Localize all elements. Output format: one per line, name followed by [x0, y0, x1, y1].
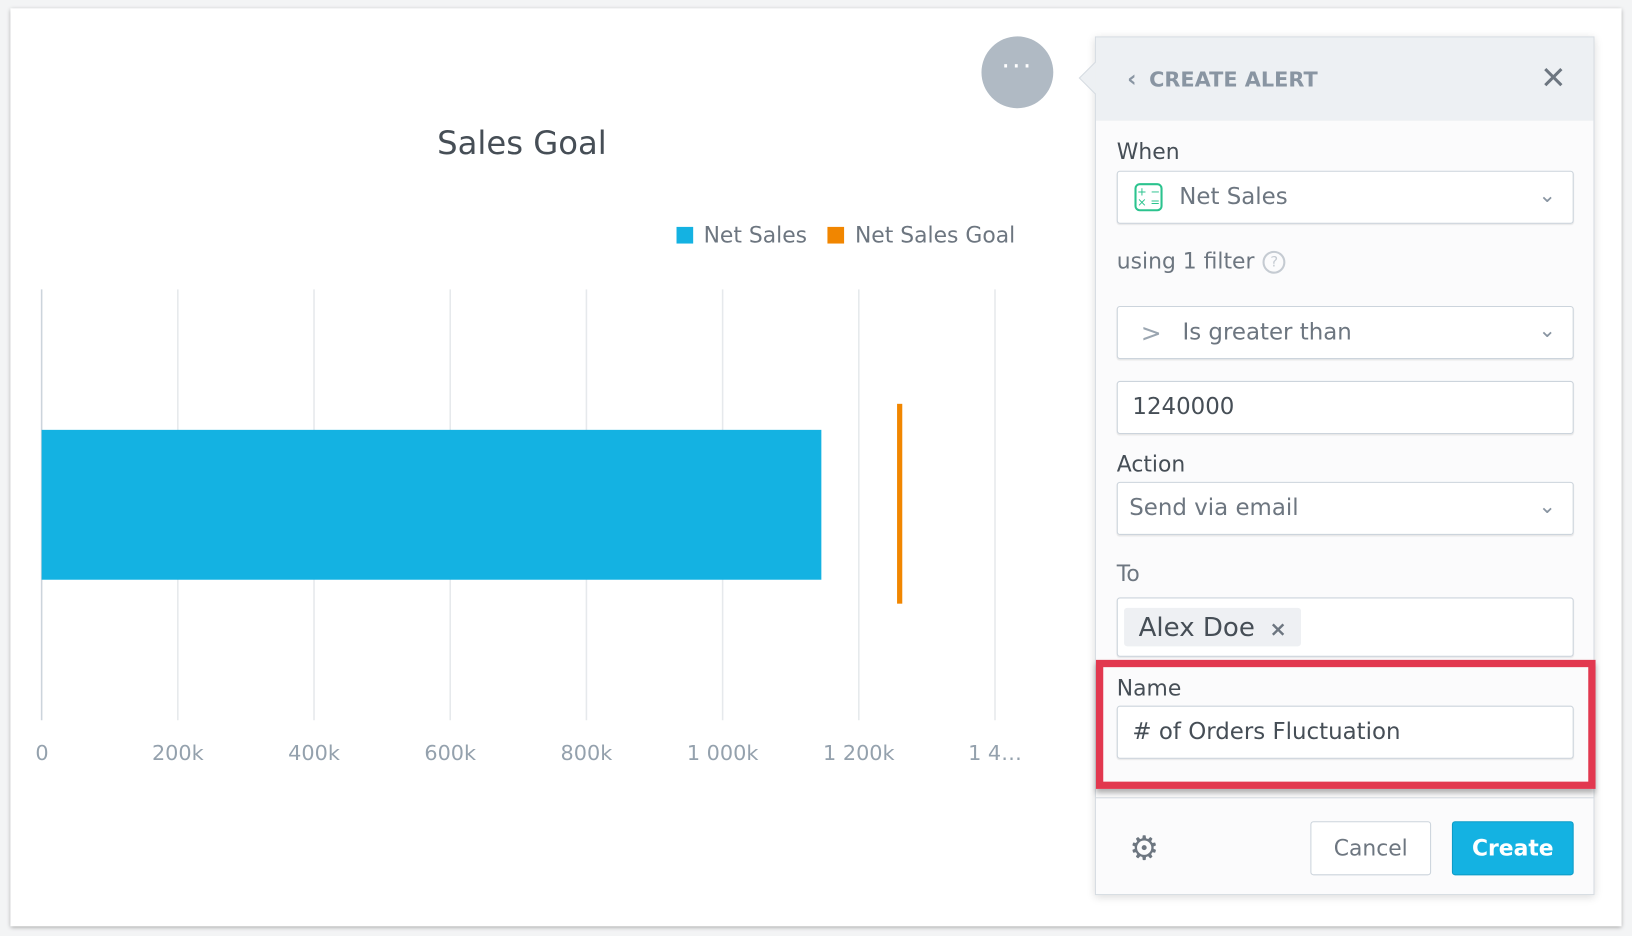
create-button[interactable]: Create — [1451, 821, 1574, 876]
close-icon[interactable]: ✕ — [1540, 60, 1567, 97]
legend-item[interactable]: Net Sales — [676, 223, 807, 248]
tick-label: 600k — [424, 741, 476, 765]
action-label: Action — [1116, 451, 1186, 477]
panel-header: ‹ CREATE ALERT ✕ — [1095, 37, 1594, 121]
action-select[interactable]: Send via email ⌄ — [1116, 481, 1574, 535]
cancel-button[interactable]: Cancel — [1310, 821, 1432, 876]
threshold-value: 1240000 — [1132, 394, 1235, 421]
recipient-name: Alex Doe — [1138, 611, 1255, 643]
chevron-down-icon: ⌄ — [1538, 317, 1556, 343]
highlight-box — [1095, 659, 1596, 789]
greater-than-icon: > — [1140, 317, 1162, 348]
bar-net-sales — [41, 429, 822, 580]
to-label: To — [1116, 560, 1140, 586]
when-label: When — [1116, 139, 1180, 165]
filter-text: using 1 filter — [1116, 248, 1255, 274]
chart-legend: Net Sales Net Sales Goal — [676, 223, 1015, 248]
tick-label: 800k — [561, 741, 613, 765]
tick-label: 1 200k — [823, 741, 895, 765]
action-value: Send via email — [1129, 495, 1299, 522]
remove-recipient-icon[interactable]: × — [1269, 616, 1287, 642]
panel-footer-divider — [1095, 797, 1594, 799]
more-options-button[interactable]: ··· — [981, 36, 1054, 109]
tick-label: 400k — [288, 741, 340, 765]
panel-title: CREATE ALERT — [1149, 66, 1318, 92]
metric-value: Net Sales — [1179, 184, 1288, 211]
filter-info: using 1 filter? — [1117, 249, 1286, 274]
gear-icon[interactable]: ⚙ — [1129, 828, 1160, 869]
recipient-chip: Alex Doe × — [1124, 607, 1302, 647]
calculator-icon: + − × = — [1134, 183, 1163, 212]
alert-name-value: # of Orders Fluctuation — [1132, 719, 1401, 746]
help-icon[interactable]: ? — [1262, 250, 1286, 274]
tick-label: 200k — [152, 741, 204, 765]
condition-value: Is greater than — [1182, 319, 1352, 346]
threshold-input[interactable]: 1240000 — [1116, 380, 1574, 435]
recipients-input[interactable]: Alex Doe × — [1116, 597, 1574, 657]
alert-name-input[interactable]: # of Orders Fluctuation — [1116, 705, 1574, 759]
goal-marker — [897, 403, 903, 604]
tick-label: 0 — [35, 741, 48, 765]
chevron-down-icon: ⌄ — [1538, 493, 1556, 519]
condition-select[interactable]: > Is greater than ⌄ — [1116, 305, 1574, 360]
tick-label: 1 4… — [968, 741, 1022, 765]
chevron-left-icon[interactable]: ‹ — [1127, 66, 1137, 93]
chart-title: Sales Goal — [437, 124, 607, 163]
name-label: Name — [1116, 675, 1182, 701]
legend-item[interactable]: Net Sales Goal — [827, 223, 1015, 248]
bar-chart: 0 200k 400k 600k 800k 1 000k 1 200k 1 4… — [35, 289, 1022, 765]
chevron-down-icon: ⌄ — [1538, 182, 1556, 208]
metric-select[interactable]: + − × = Net Sales ⌄ — [1116, 170, 1574, 224]
tick-label: 1 000k — [687, 741, 759, 765]
create-alert-panel: ‹ CREATE ALERT ✕ When + − × = Net Sales ⌄… — [1078, 36, 1595, 896]
